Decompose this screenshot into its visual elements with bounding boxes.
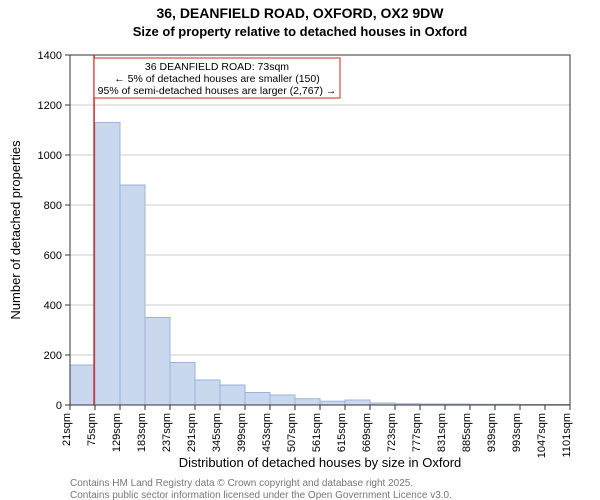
- histogram-chart: 36, DEANFIELD ROAD, OXFORD, OX2 9DW Size …: [0, 0, 600, 500]
- y-axis-label: Number of detached properties: [8, 140, 23, 320]
- histogram-bar: [195, 380, 220, 405]
- histogram-bar: [270, 395, 295, 405]
- histogram-bar: [95, 123, 120, 406]
- y-tick-label: 1000: [38, 150, 62, 162]
- histogram-bar: [345, 400, 370, 405]
- x-tick-label: 831sqm: [436, 413, 448, 452]
- x-tick-label: 507sqm: [286, 413, 298, 452]
- histogram-bar: [320, 401, 345, 405]
- y-tick-label: 1400: [38, 50, 62, 62]
- y-tick-label: 400: [44, 300, 62, 312]
- x-tick-label: 939sqm: [486, 413, 498, 452]
- x-tick-label: 885sqm: [461, 413, 473, 452]
- x-tick-label: 615sqm: [336, 413, 348, 452]
- y-tick-label: 1200: [38, 100, 62, 112]
- y-tick-label: 600: [44, 250, 62, 262]
- histogram-bar: [120, 185, 145, 405]
- x-tick-label: 345sqm: [211, 413, 223, 452]
- y-tick-label: 800: [44, 200, 62, 212]
- chart-title: 36, DEANFIELD ROAD, OXFORD, OX2 9DW: [156, 5, 444, 21]
- annotation-line1: 36 DEANFIELD ROAD: 73sqm: [145, 61, 289, 73]
- histogram-bar: [170, 363, 195, 406]
- annotation-line3: 95% of semi-detached houses are larger (…: [98, 85, 337, 97]
- histogram-bar: [220, 385, 245, 405]
- x-tick-label: 129sqm: [111, 413, 123, 452]
- y-tick-label: 0: [56, 400, 62, 412]
- chart-svg: 36, DEANFIELD ROAD, OXFORD, OX2 9DW Size …: [0, 0, 600, 500]
- histogram-bar: [145, 318, 170, 406]
- x-tick-label: 669sqm: [361, 413, 373, 452]
- chart-subtitle: Size of property relative to detached ho…: [133, 24, 468, 39]
- histogram-bar: [295, 399, 320, 405]
- x-tick-label: 291sqm: [186, 413, 198, 452]
- x-tick-label: 183sqm: [136, 413, 148, 452]
- x-tick-label: 237sqm: [161, 413, 173, 452]
- x-tick-label: 399sqm: [236, 413, 248, 452]
- y-tick-label: 200: [44, 350, 62, 362]
- annotation-line2: ← 5% of detached houses are smaller (150…: [114, 73, 319, 85]
- x-tick-label: 561sqm: [311, 413, 323, 452]
- x-tick-label: 723sqm: [386, 413, 398, 452]
- x-tick-label: 1047sqm: [536, 413, 548, 458]
- x-tick-label: 1101sqm: [561, 413, 573, 457]
- footer-line1: Contains HM Land Registry data © Crown c…: [70, 478, 413, 489]
- x-tick-label: 75sqm: [86, 413, 98, 446]
- footer-line2: Contains public sector information licen…: [70, 490, 452, 500]
- histogram-bar: [70, 365, 95, 405]
- x-tick-label: 777sqm: [411, 413, 423, 452]
- x-tick-label: 993sqm: [511, 413, 523, 452]
- x-tick-label: 453sqm: [261, 413, 273, 452]
- x-axis-label: Distribution of detached houses by size …: [179, 455, 462, 470]
- histogram-bar: [245, 393, 270, 406]
- x-tick-label: 21sqm: [61, 413, 73, 446]
